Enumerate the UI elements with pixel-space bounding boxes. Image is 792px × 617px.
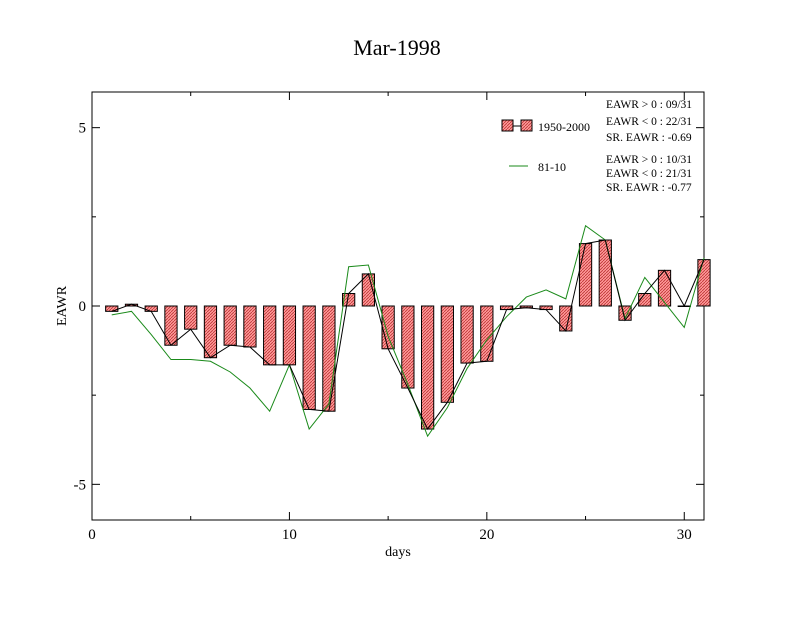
bar — [401, 305, 415, 389]
legend-swatch-bar-1b — [520, 119, 533, 132]
bar — [697, 259, 711, 307]
bar — [440, 305, 454, 403]
bar — [282, 305, 297, 366]
bar — [420, 305, 435, 430]
legend-stat-2c: SR. EAWR : -0.77 — [606, 182, 692, 194]
bar — [480, 305, 494, 362]
bar — [322, 305, 336, 412]
x-tick-label: 20 — [479, 527, 494, 543]
legend-stat-1a: EAWR > 0 : 09/31 — [606, 99, 692, 111]
y-axis-label: EAWR — [55, 285, 70, 326]
legend-stat-1b: EAWR < 0 : 22/31 — [606, 116, 692, 128]
bar — [223, 305, 237, 346]
bar — [144, 305, 158, 312]
series-line-1950-2000 — [111, 239, 705, 431]
bar — [578, 243, 593, 307]
axes-layer: 0 10 20 30 -5 0 5 — [74, 92, 704, 543]
bar — [263, 305, 277, 366]
legend-swatch-bar-1 — [501, 119, 514, 132]
bar — [460, 305, 474, 364]
y-tick-label: -5 — [74, 477, 87, 493]
x-tick-label: 10 — [282, 527, 297, 543]
bar — [203, 305, 218, 359]
line-layer — [111, 224, 705, 438]
legend-label-1950-2000: 1950-2000 — [538, 120, 590, 134]
legend: 1950-2000 EAWR > 0 : 09/31 EAWR < 0 : 22… — [501, 99, 692, 194]
bar — [243, 305, 257, 348]
bar — [381, 305, 395, 350]
x-tick-label: 30 — [677, 527, 692, 543]
y-tick-label: 0 — [79, 299, 87, 315]
y-tick-label: 5 — [79, 121, 87, 137]
bar-layer — [105, 239, 711, 430]
bar — [164, 305, 178, 346]
legend-stat-2b: EAWR < 0 : 21/31 — [606, 168, 692, 180]
legend-stat-1c: SR. EAWR : -0.69 — [606, 132, 692, 144]
bar — [598, 239, 612, 307]
legend-stat-2a: EAWR > 0 : 10/31 — [606, 154, 692, 166]
x-axis-label: days — [385, 545, 411, 560]
bar — [302, 305, 316, 410]
bar — [105, 305, 119, 312]
x-tick-label: 0 — [88, 527, 96, 543]
chart-title: Mar-1998 — [353, 35, 441, 60]
bar — [184, 305, 198, 330]
legend-label-81-10: 81-10 — [538, 160, 566, 174]
